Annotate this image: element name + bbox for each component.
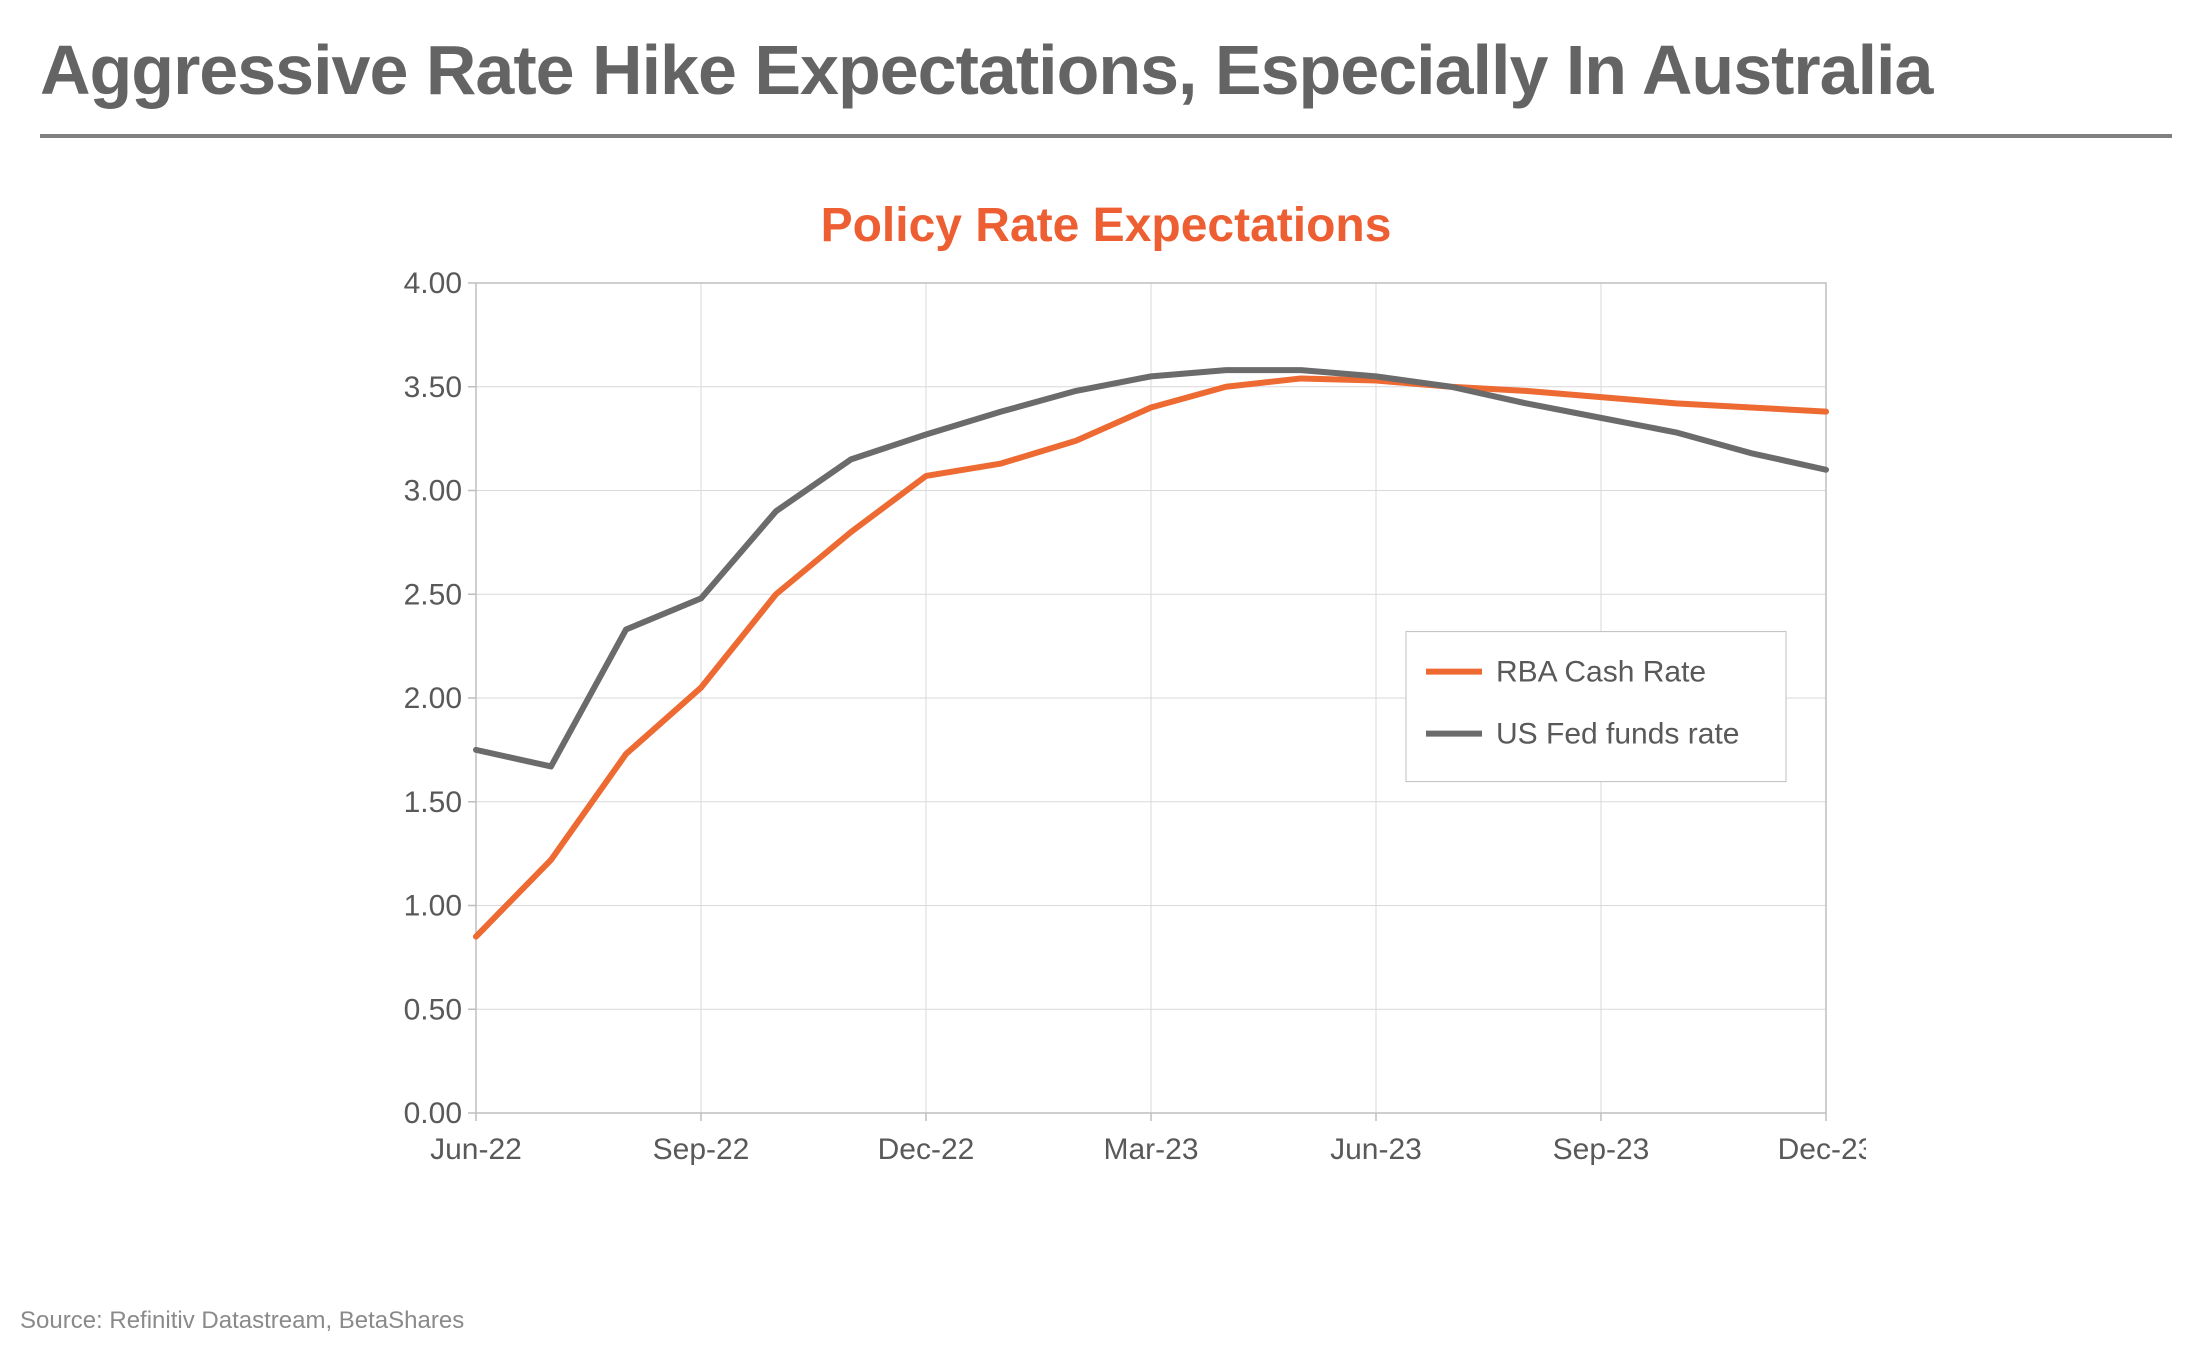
page-title: Aggressive Rate Hike Expectations, Espec…	[40, 30, 2172, 110]
source-text: Source: Refinitiv Datastream, BetaShares	[20, 1307, 464, 1335]
legend-label: RBA Cash Rate	[1496, 656, 1706, 689]
x-axis-tick-label: Jun-22	[430, 1133, 522, 1166]
y-axis-tick-label: 0.50	[404, 993, 462, 1026]
y-axis-tick-label: 1.00	[404, 890, 462, 923]
x-axis-tick-label: Dec-23	[1778, 1133, 1866, 1166]
y-axis-tick-label: 0.00	[404, 1097, 462, 1130]
y-axis-tick-label: 1.50	[404, 786, 462, 819]
x-axis-tick-label: Mar-23	[1103, 1133, 1198, 1166]
x-axis-tick-label: Jun-23	[1330, 1133, 1422, 1166]
chart-title: Policy Rate Expectations	[40, 198, 2172, 253]
page: Aggressive Rate Hike Expectations, Espec…	[0, 0, 2212, 1365]
legend-box	[1406, 632, 1786, 782]
y-axis-tick-label: 2.00	[404, 682, 462, 715]
x-axis-tick-label: Dec-22	[878, 1133, 975, 1166]
y-axis-tick-label: 3.00	[404, 475, 462, 508]
y-axis-tick-label: 2.50	[404, 578, 462, 611]
y-axis-tick-label: 3.50	[404, 371, 462, 404]
x-axis-tick-label: Sep-23	[1553, 1133, 1650, 1166]
y-axis-tick-label: 4.00	[404, 267, 462, 300]
x-axis-tick-label: Sep-22	[653, 1133, 750, 1166]
legend-label: US Fed funds rate	[1496, 718, 1739, 751]
chart-container: 0.00 0.50 1.00 1.50 2.00 2.50 3.00 3.50 4.00 Jun-…	[346, 263, 1866, 1203]
line-chart: 0.00 0.50 1.00 1.50 2.00 2.50 3.00 3.50 4.00 Jun-…	[346, 263, 1866, 1203]
title-rule	[40, 134, 2172, 138]
